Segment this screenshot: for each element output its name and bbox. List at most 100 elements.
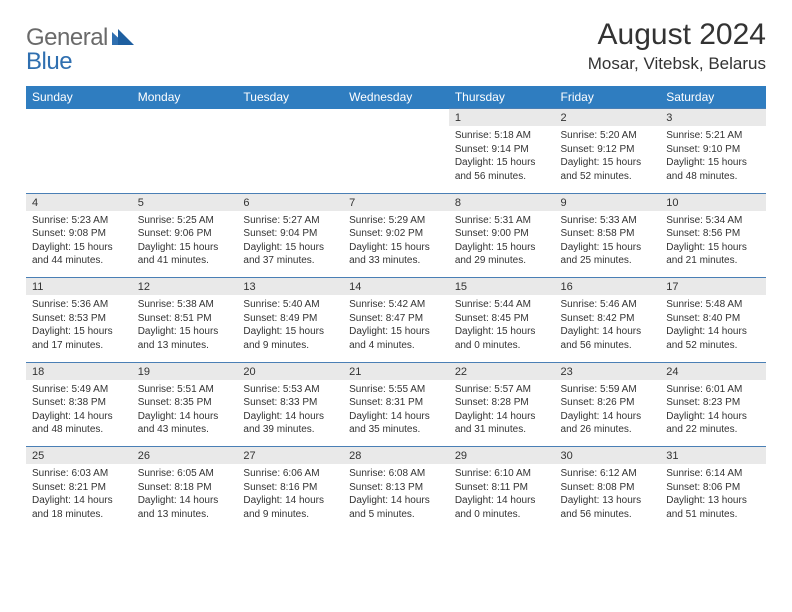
info-line: Daylight: 14 hours — [666, 410, 760, 424]
info-line: Sunset: 8:31 PM — [349, 396, 443, 410]
info-line: Daylight: 14 hours — [666, 325, 760, 339]
info-line: Sunrise: 5:27 AM — [243, 214, 337, 228]
day-info-cell: Sunrise: 5:48 AMSunset: 8:40 PMDaylight:… — [660, 295, 766, 356]
day-info-cell: Sunrise: 5:20 AMSunset: 9:12 PMDaylight:… — [555, 126, 661, 187]
info-line: Sunrise: 5:33 AM — [561, 214, 655, 228]
info-line: Sunset: 8:21 PM — [32, 481, 126, 495]
info-line: Daylight: 15 hours — [243, 241, 337, 255]
info-line: Sunrise: 6:14 AM — [666, 467, 760, 481]
info-line: Sunrise: 6:08 AM — [349, 467, 443, 481]
day-info-cell — [26, 126, 132, 187]
info-line: and 21 minutes. — [666, 254, 760, 268]
info-line: Daylight: 15 hours — [138, 241, 232, 255]
info-line: and 48 minutes. — [666, 170, 760, 184]
info-line: Sunset: 8:47 PM — [349, 312, 443, 326]
day-number-cell: 13 — [237, 278, 343, 296]
info-line: Sunrise: 5:53 AM — [243, 383, 337, 397]
info-line: Sunrise: 6:10 AM — [455, 467, 549, 481]
logo: General — [26, 18, 136, 52]
location: Mosar, Vitebsk, Belarus — [588, 54, 766, 74]
day-info-cell: Sunrise: 5:21 AMSunset: 9:10 PMDaylight:… — [660, 126, 766, 187]
info-line: Sunrise: 5:20 AM — [561, 129, 655, 143]
info-line: and 5 minutes. — [349, 508, 443, 522]
info-line: Daylight: 15 hours — [455, 325, 549, 339]
info-line: Sunrise: 5:49 AM — [32, 383, 126, 397]
info-line: Daylight: 14 hours — [32, 494, 126, 508]
day-number-cell: 23 — [555, 362, 661, 380]
day-info-cell: Sunrise: 5:51 AMSunset: 8:35 PMDaylight:… — [132, 380, 238, 441]
info-line: Sunset: 8:08 PM — [561, 481, 655, 495]
info-line: and 31 minutes. — [455, 423, 549, 437]
day-number-cell: 31 — [660, 447, 766, 465]
info-line: Daylight: 15 hours — [666, 156, 760, 170]
info-line: Sunset: 8:58 PM — [561, 227, 655, 241]
info-line: Sunrise: 5:36 AM — [32, 298, 126, 312]
title-block: August 2024 Mosar, Vitebsk, Belarus — [588, 18, 766, 74]
day-info-cell: Sunrise: 5:23 AMSunset: 9:08 PMDaylight:… — [26, 211, 132, 272]
info-line: Sunset: 8:26 PM — [561, 396, 655, 410]
day-info-cell: Sunrise: 6:14 AMSunset: 8:06 PMDaylight:… — [660, 464, 766, 525]
info-line: Sunrise: 5:57 AM — [455, 383, 549, 397]
info-line: Sunrise: 5:21 AM — [666, 129, 760, 143]
info-line: Sunset: 8:40 PM — [666, 312, 760, 326]
info-line: Daylight: 15 hours — [243, 325, 337, 339]
col-sunday: Sunday — [26, 86, 132, 109]
day-info-cell: Sunrise: 6:08 AMSunset: 8:13 PMDaylight:… — [343, 464, 449, 525]
info-line: Sunset: 8:49 PM — [243, 312, 337, 326]
info-line: Sunset: 8:28 PM — [455, 396, 549, 410]
logo-line2: Blue — [26, 48, 72, 76]
day-info-cell: Sunrise: 5:53 AMSunset: 8:33 PMDaylight:… — [237, 380, 343, 441]
day-number-row: 18192021222324 — [26, 362, 766, 380]
info-line: Sunrise: 5:38 AM — [138, 298, 232, 312]
day-info-cell: Sunrise: 5:57 AMSunset: 8:28 PMDaylight:… — [449, 380, 555, 441]
day-number-cell: 5 — [132, 193, 238, 211]
info-line: and 37 minutes. — [243, 254, 337, 268]
day-number-cell — [132, 109, 238, 127]
day-info-row: Sunrise: 5:36 AMSunset: 8:53 PMDaylight:… — [26, 295, 766, 356]
day-number-cell: 19 — [132, 362, 238, 380]
day-number-cell: 29 — [449, 447, 555, 465]
info-line: Daylight: 15 hours — [349, 241, 443, 255]
col-wednesday: Wednesday — [343, 86, 449, 109]
info-line: and 33 minutes. — [349, 254, 443, 268]
info-line: Sunrise: 6:03 AM — [32, 467, 126, 481]
day-info-cell: Sunrise: 6:01 AMSunset: 8:23 PMDaylight:… — [660, 380, 766, 441]
col-thursday: Thursday — [449, 86, 555, 109]
info-line: and 22 minutes. — [666, 423, 760, 437]
day-info-cell: Sunrise: 5:33 AMSunset: 8:58 PMDaylight:… — [555, 211, 661, 272]
day-number-row: 123 — [26, 109, 766, 127]
info-line: and 13 minutes. — [138, 339, 232, 353]
day-number-cell: 20 — [237, 362, 343, 380]
col-tuesday: Tuesday — [237, 86, 343, 109]
info-line: Sunset: 9:08 PM — [32, 227, 126, 241]
day-number-cell: 25 — [26, 447, 132, 465]
info-line: Daylight: 14 hours — [243, 494, 337, 508]
info-line: Sunset: 8:13 PM — [349, 481, 443, 495]
info-line: Sunset: 8:16 PM — [243, 481, 337, 495]
day-info-cell: Sunrise: 5:31 AMSunset: 9:00 PMDaylight:… — [449, 211, 555, 272]
info-line: Daylight: 15 hours — [455, 156, 549, 170]
info-line: and 25 minutes. — [561, 254, 655, 268]
day-number-cell — [26, 109, 132, 127]
info-line: Sunrise: 6:06 AM — [243, 467, 337, 481]
info-line: Sunset: 8:45 PM — [455, 312, 549, 326]
info-line: and 56 minutes. — [455, 170, 549, 184]
day-number-cell: 22 — [449, 362, 555, 380]
day-number-cell: 11 — [26, 278, 132, 296]
info-line: Sunrise: 5:44 AM — [455, 298, 549, 312]
logo-text-blue: Blue — [26, 48, 72, 75]
day-info-cell: Sunrise: 5:34 AMSunset: 8:56 PMDaylight:… — [660, 211, 766, 272]
day-info-row: Sunrise: 5:49 AMSunset: 8:38 PMDaylight:… — [26, 380, 766, 441]
day-info-cell: Sunrise: 5:27 AMSunset: 9:04 PMDaylight:… — [237, 211, 343, 272]
day-number-cell: 28 — [343, 447, 449, 465]
calendar-body: 123Sunrise: 5:18 AMSunset: 9:14 PMDaylig… — [26, 109, 766, 526]
info-line: Sunset: 8:18 PM — [138, 481, 232, 495]
weekday-header-row: Sunday Monday Tuesday Wednesday Thursday… — [26, 86, 766, 109]
info-line: Sunrise: 5:29 AM — [349, 214, 443, 228]
info-line: and 51 minutes. — [666, 508, 760, 522]
info-line: Sunrise: 5:23 AM — [32, 214, 126, 228]
info-line: Daylight: 14 hours — [349, 494, 443, 508]
info-line: Sunrise: 5:48 AM — [666, 298, 760, 312]
day-number-cell — [343, 109, 449, 127]
info-line: Daylight: 14 hours — [561, 325, 655, 339]
